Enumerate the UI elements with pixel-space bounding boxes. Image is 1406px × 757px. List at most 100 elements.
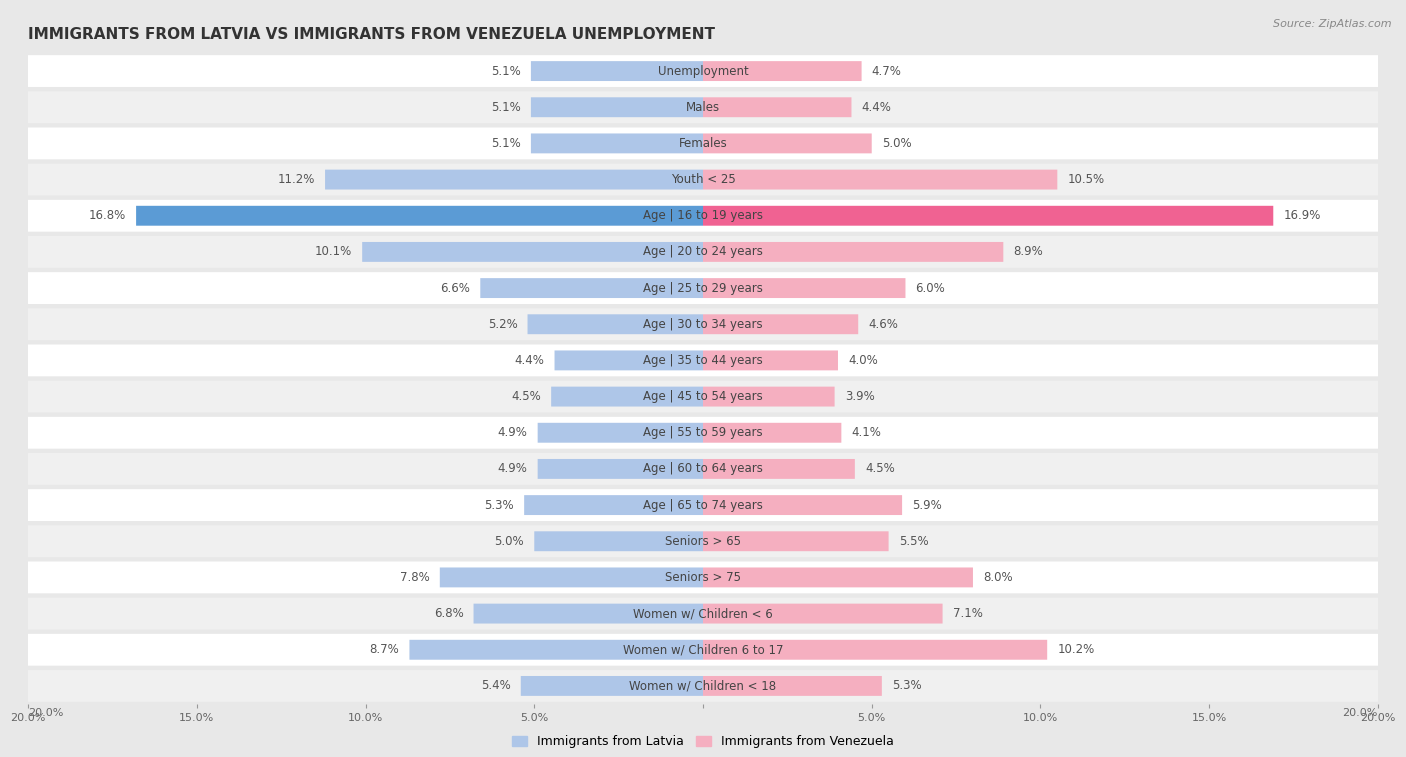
Text: 20.0%: 20.0% bbox=[1343, 708, 1378, 718]
FancyBboxPatch shape bbox=[551, 387, 703, 407]
Text: 7.1%: 7.1% bbox=[953, 607, 983, 620]
Text: 11.2%: 11.2% bbox=[277, 173, 315, 186]
Text: 4.4%: 4.4% bbox=[515, 354, 544, 367]
Text: 4.5%: 4.5% bbox=[865, 463, 894, 475]
FancyBboxPatch shape bbox=[703, 495, 903, 515]
FancyBboxPatch shape bbox=[554, 350, 703, 370]
Text: 5.9%: 5.9% bbox=[912, 499, 942, 512]
Text: 5.5%: 5.5% bbox=[898, 534, 928, 548]
FancyBboxPatch shape bbox=[703, 206, 1274, 226]
Text: 4.1%: 4.1% bbox=[852, 426, 882, 439]
FancyBboxPatch shape bbox=[703, 568, 973, 587]
FancyBboxPatch shape bbox=[703, 133, 872, 154]
Text: 6.0%: 6.0% bbox=[915, 282, 945, 294]
Text: 4.9%: 4.9% bbox=[498, 463, 527, 475]
Text: 4.5%: 4.5% bbox=[512, 390, 541, 403]
Text: 4.7%: 4.7% bbox=[872, 64, 901, 77]
FancyBboxPatch shape bbox=[28, 453, 1378, 484]
FancyBboxPatch shape bbox=[703, 387, 835, 407]
FancyBboxPatch shape bbox=[703, 676, 882, 696]
Text: 4.4%: 4.4% bbox=[862, 101, 891, 114]
FancyBboxPatch shape bbox=[28, 344, 1378, 376]
FancyBboxPatch shape bbox=[520, 676, 703, 696]
Text: Unemployment: Unemployment bbox=[658, 64, 748, 77]
Text: Age | 45 to 54 years: Age | 45 to 54 years bbox=[643, 390, 763, 403]
FancyBboxPatch shape bbox=[481, 278, 703, 298]
FancyBboxPatch shape bbox=[28, 417, 1378, 449]
FancyBboxPatch shape bbox=[28, 273, 1378, 304]
Text: Age | 65 to 74 years: Age | 65 to 74 years bbox=[643, 499, 763, 512]
FancyBboxPatch shape bbox=[28, 598, 1378, 630]
Text: Age | 25 to 29 years: Age | 25 to 29 years bbox=[643, 282, 763, 294]
FancyBboxPatch shape bbox=[28, 92, 1378, 123]
FancyBboxPatch shape bbox=[703, 531, 889, 551]
FancyBboxPatch shape bbox=[28, 236, 1378, 268]
Text: 10.2%: 10.2% bbox=[1057, 643, 1094, 656]
FancyBboxPatch shape bbox=[28, 55, 1378, 87]
Text: 5.1%: 5.1% bbox=[491, 101, 520, 114]
Text: 5.2%: 5.2% bbox=[488, 318, 517, 331]
Legend: Immigrants from Latvia, Immigrants from Venezuela: Immigrants from Latvia, Immigrants from … bbox=[508, 730, 898, 753]
Text: Source: ZipAtlas.com: Source: ZipAtlas.com bbox=[1274, 19, 1392, 29]
Text: 4.6%: 4.6% bbox=[869, 318, 898, 331]
Text: 5.0%: 5.0% bbox=[882, 137, 911, 150]
Text: 4.9%: 4.9% bbox=[498, 426, 527, 439]
Text: Women w/ Children < 6: Women w/ Children < 6 bbox=[633, 607, 773, 620]
Text: 10.1%: 10.1% bbox=[315, 245, 352, 258]
FancyBboxPatch shape bbox=[28, 164, 1378, 195]
FancyBboxPatch shape bbox=[703, 314, 858, 334]
Text: 5.1%: 5.1% bbox=[491, 137, 520, 150]
Text: Age | 16 to 19 years: Age | 16 to 19 years bbox=[643, 209, 763, 223]
FancyBboxPatch shape bbox=[531, 133, 703, 154]
FancyBboxPatch shape bbox=[703, 278, 905, 298]
FancyBboxPatch shape bbox=[28, 127, 1378, 159]
FancyBboxPatch shape bbox=[440, 568, 703, 587]
Text: Youth < 25: Youth < 25 bbox=[671, 173, 735, 186]
Text: 7.8%: 7.8% bbox=[399, 571, 430, 584]
Text: Age | 20 to 24 years: Age | 20 to 24 years bbox=[643, 245, 763, 258]
FancyBboxPatch shape bbox=[703, 423, 841, 443]
Text: 20.0%: 20.0% bbox=[28, 708, 63, 718]
FancyBboxPatch shape bbox=[534, 531, 703, 551]
Text: Males: Males bbox=[686, 101, 720, 114]
Text: 5.1%: 5.1% bbox=[491, 64, 520, 77]
Text: Age | 55 to 59 years: Age | 55 to 59 years bbox=[643, 426, 763, 439]
Text: 8.0%: 8.0% bbox=[983, 571, 1012, 584]
FancyBboxPatch shape bbox=[703, 459, 855, 479]
Text: Seniors > 75: Seniors > 75 bbox=[665, 571, 741, 584]
FancyBboxPatch shape bbox=[325, 170, 703, 189]
Text: Age | 30 to 34 years: Age | 30 to 34 years bbox=[643, 318, 763, 331]
Text: 8.9%: 8.9% bbox=[1014, 245, 1043, 258]
Text: Seniors > 65: Seniors > 65 bbox=[665, 534, 741, 548]
FancyBboxPatch shape bbox=[28, 634, 1378, 665]
Text: Age | 35 to 44 years: Age | 35 to 44 years bbox=[643, 354, 763, 367]
FancyBboxPatch shape bbox=[136, 206, 703, 226]
FancyBboxPatch shape bbox=[28, 308, 1378, 340]
Text: 16.8%: 16.8% bbox=[89, 209, 127, 223]
Text: 6.6%: 6.6% bbox=[440, 282, 470, 294]
FancyBboxPatch shape bbox=[531, 98, 703, 117]
FancyBboxPatch shape bbox=[28, 381, 1378, 413]
Text: 6.8%: 6.8% bbox=[433, 607, 464, 620]
Text: Age | 60 to 64 years: Age | 60 to 64 years bbox=[643, 463, 763, 475]
Text: Women w/ Children 6 to 17: Women w/ Children 6 to 17 bbox=[623, 643, 783, 656]
Text: 4.0%: 4.0% bbox=[848, 354, 877, 367]
FancyBboxPatch shape bbox=[703, 98, 852, 117]
Text: 10.5%: 10.5% bbox=[1067, 173, 1105, 186]
FancyBboxPatch shape bbox=[28, 525, 1378, 557]
Text: 16.9%: 16.9% bbox=[1284, 209, 1320, 223]
FancyBboxPatch shape bbox=[527, 314, 703, 334]
FancyBboxPatch shape bbox=[703, 170, 1057, 189]
FancyBboxPatch shape bbox=[703, 603, 942, 624]
FancyBboxPatch shape bbox=[703, 640, 1047, 659]
FancyBboxPatch shape bbox=[28, 489, 1378, 521]
FancyBboxPatch shape bbox=[474, 603, 703, 624]
Text: 3.9%: 3.9% bbox=[845, 390, 875, 403]
FancyBboxPatch shape bbox=[703, 350, 838, 370]
Text: 8.7%: 8.7% bbox=[370, 643, 399, 656]
FancyBboxPatch shape bbox=[28, 670, 1378, 702]
Text: 5.0%: 5.0% bbox=[495, 534, 524, 548]
FancyBboxPatch shape bbox=[409, 640, 703, 659]
FancyBboxPatch shape bbox=[703, 61, 862, 81]
FancyBboxPatch shape bbox=[537, 459, 703, 479]
